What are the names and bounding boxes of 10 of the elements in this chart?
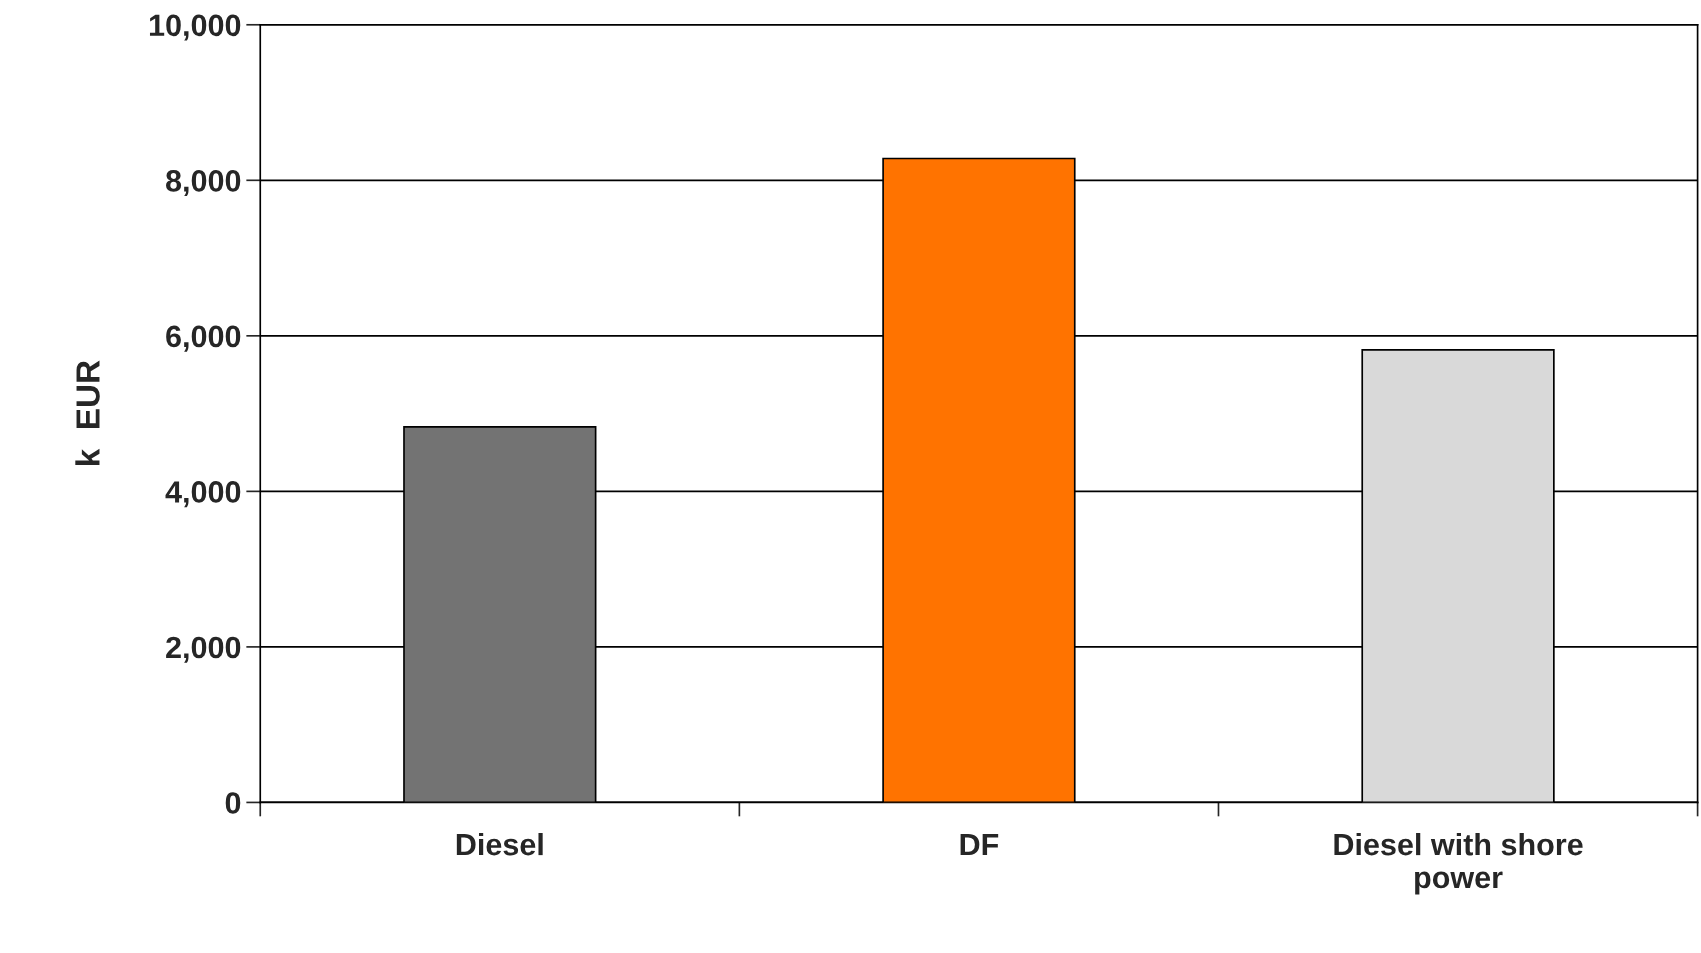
y-axis-title: k EUR xyxy=(75,360,100,465)
x-tick-label: Diesel xyxy=(456,832,543,856)
y-tick-label: 0 xyxy=(225,792,241,814)
y-tick-label: 10,000 xyxy=(149,14,241,41)
x-tick-label: DF xyxy=(960,834,999,856)
x-tick-label: Diesel with shore power xyxy=(1334,832,1583,895)
y-tick-label: 8,000 xyxy=(166,170,241,197)
y-tick-label: 4,000 xyxy=(165,481,241,508)
y-tick-label: 2,000 xyxy=(166,636,241,663)
y-tick-label: 6,000 xyxy=(166,325,241,352)
